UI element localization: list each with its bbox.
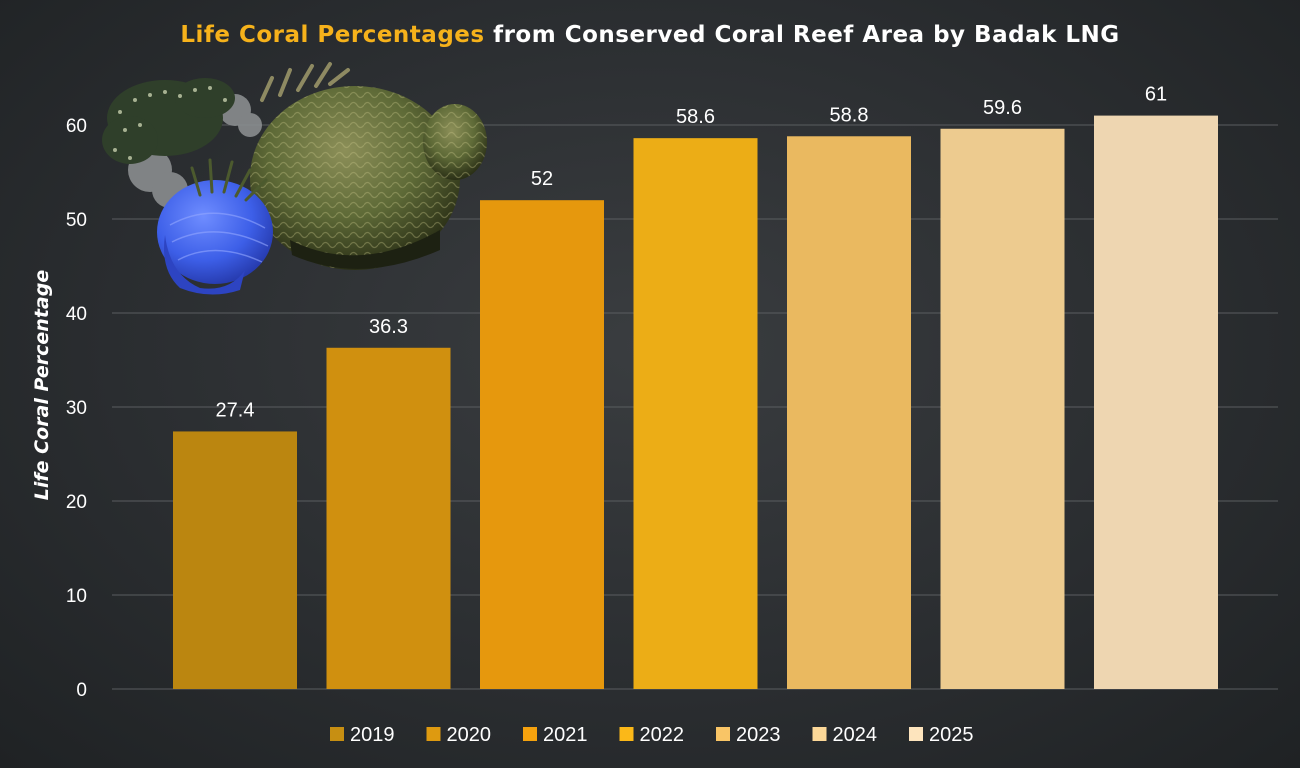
data-label-2022: 58.6	[676, 106, 715, 128]
coral-illustration	[102, 62, 487, 295]
bar-2021	[480, 200, 604, 689]
legend-label-2024: 2024	[833, 724, 878, 746]
bar-2022	[633, 138, 758, 689]
bar-2025	[1094, 115, 1218, 690]
y-axis-title: Life Coral Percentage	[31, 270, 53, 501]
bar-shade	[480, 200, 604, 689]
bar-2024	[940, 128, 1065, 689]
legend-swatch-2020	[426, 727, 441, 741]
y-tick-label: 20	[66, 492, 87, 513]
legend-swatch-2024	[812, 727, 827, 741]
y-tick-label: 30	[66, 398, 87, 419]
legend-label-2021: 2021	[543, 724, 588, 746]
y-tick-label: 40	[66, 304, 87, 325]
y-tick-label: 10	[66, 586, 87, 607]
legend-label-2020: 2020	[447, 724, 492, 746]
legend-swatch-2022	[619, 727, 634, 741]
y-tick-label: 60	[66, 116, 87, 137]
bar-shade	[940, 128, 1065, 689]
legend-label-2019: 2019	[350, 724, 395, 746]
bar-shade	[326, 347, 451, 689]
legend-swatch-2019	[330, 727, 344, 741]
y-tick-label: 50	[66, 210, 87, 231]
chart-title: Life Coral Percentages from Conserved Co…	[180, 22, 1119, 48]
legend-label-2025: 2025	[929, 724, 974, 746]
bar-2019	[173, 431, 297, 689]
bar-2023	[787, 136, 911, 689]
y-tick-label: 0	[76, 680, 87, 701]
data-label-2023: 58.8	[830, 104, 869, 126]
legend-swatch-2025	[909, 727, 923, 741]
data-labels: 27.4 36.3 52 58.6 58.8 59.6 61	[216, 84, 1168, 422]
bar-shade	[1094, 115, 1218, 690]
y-axis-ticks: 0 10 20 30 40 50 60	[66, 116, 87, 701]
bar-shade	[633, 138, 758, 689]
legend-label-2023: 2023	[736, 724, 781, 746]
bar-shade	[787, 136, 911, 689]
legend-label-2022: 2022	[640, 724, 685, 746]
data-label-2025: 61	[1145, 84, 1167, 106]
chart-title-rest: from Conserved Coral Reef Area by Badak …	[485, 22, 1120, 48]
legend-swatch-2023	[716, 727, 730, 741]
data-label-2021: 52	[531, 168, 553, 190]
data-label-2020: 36.3	[369, 316, 408, 338]
legend-swatch-2021	[523, 727, 537, 741]
bar-2020	[326, 347, 451, 689]
bar-shade	[173, 431, 297, 689]
data-label-2024: 59.6	[983, 97, 1022, 119]
chart-title-highlight: Life Coral Percentages	[180, 22, 484, 48]
bars	[173, 115, 1218, 690]
legend: 2019 2020 2021 2022 2023 2024 2025	[330, 724, 974, 746]
data-label-2019: 27.4	[216, 399, 255, 421]
